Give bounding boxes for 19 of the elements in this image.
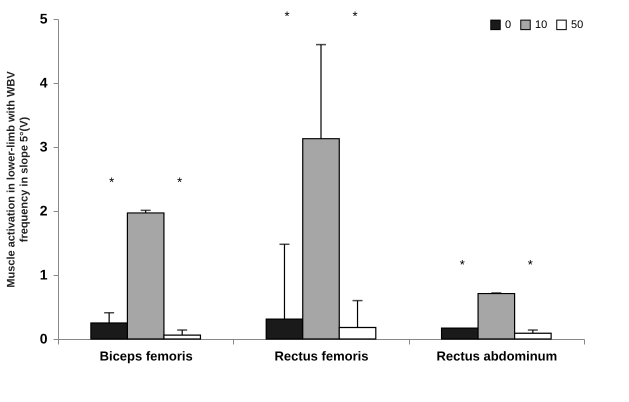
annotation: * xyxy=(528,256,533,272)
legend-label: 50 xyxy=(571,18,584,31)
legend-label: 10 xyxy=(535,18,548,31)
y-axis-title: Muscle activation in lower-limb with WBV frequency in slope 5°(V) xyxy=(6,70,31,288)
annotation: * xyxy=(460,256,465,272)
y-tick-label: 0 xyxy=(40,330,48,346)
annotation: * xyxy=(109,174,114,190)
y-tick-label: 4 xyxy=(40,74,48,90)
y-tick-label: 1 xyxy=(40,266,48,282)
x-tick-label: Rectus femoris xyxy=(274,348,368,364)
x-tick-label: Rectus abdominum xyxy=(436,348,558,364)
annotation: * xyxy=(177,174,182,190)
annotation: * xyxy=(352,8,358,24)
y-tick-label: 5 xyxy=(40,10,48,26)
x-tick-label: Biceps femoris xyxy=(100,348,193,364)
y-tick-label: 3 xyxy=(40,138,48,154)
legend-label: 0 xyxy=(505,18,512,31)
annotation: * xyxy=(284,8,290,24)
y-tick-label: 2 xyxy=(40,202,48,218)
